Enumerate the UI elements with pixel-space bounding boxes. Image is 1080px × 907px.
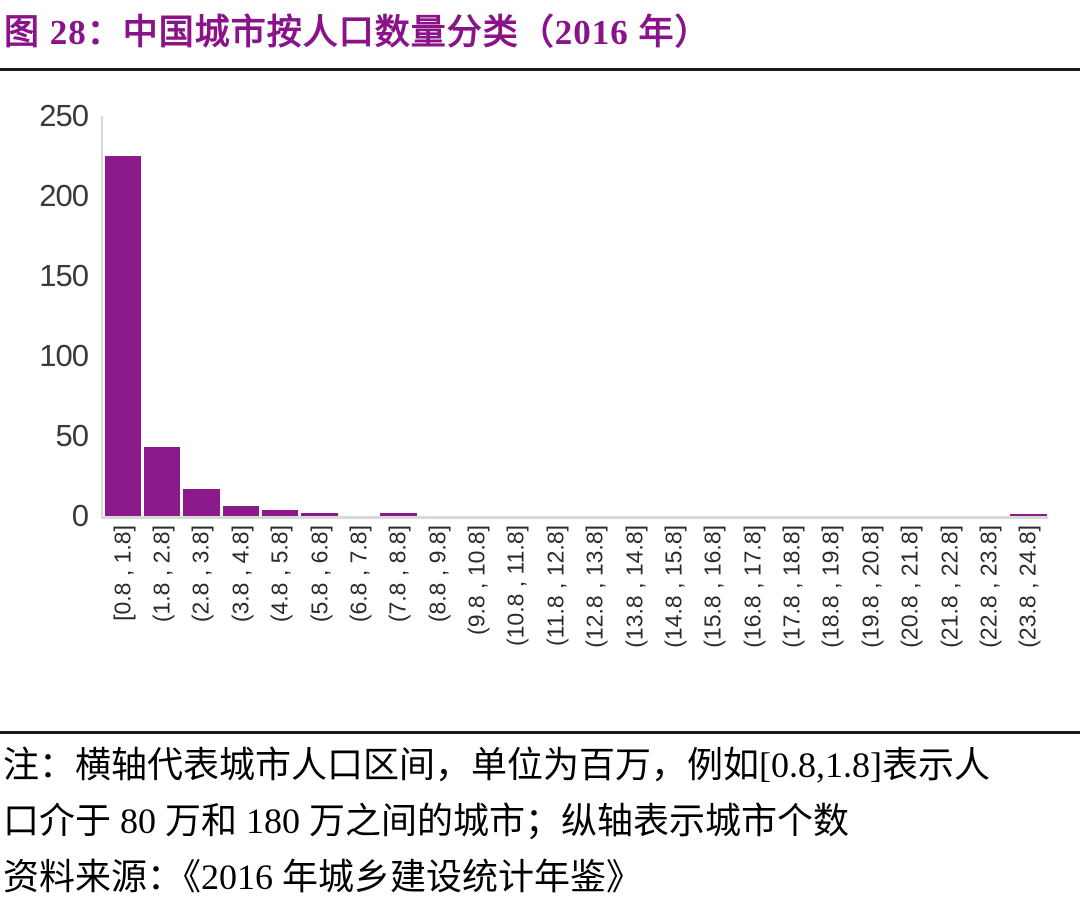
x-axis-tick-label: (4.8 , 5.8]: [266, 525, 293, 623]
x-axis-tick-label: (1.8 , 2.8]: [148, 525, 175, 623]
x-axis-tick-label: (6.8 , 7.8]: [345, 525, 372, 623]
x-axis-tick-label: (21.8 , 22.8]: [936, 525, 963, 648]
x-axis-tick-slot: (16.8 , 17.8]: [733, 523, 772, 728]
x-axis-tick-label: (12.8 , 13.8]: [581, 525, 608, 648]
note-line-2: 口介于 80 万和 180 万之间的城市；纵轴表示城市个数: [3, 801, 850, 841]
x-axis-tick-label: (2.8 , 3.8]: [187, 525, 214, 623]
bar: [301, 512, 338, 516]
x-axis-tick-slot: (23.8 , 24.8]: [1009, 523, 1048, 728]
x-axis-tick-slot: (14.8 , 15.8]: [654, 523, 693, 728]
x-axis-tick-label: (18.8 , 19.8]: [817, 525, 844, 648]
x-axis-tick-slot: (1.8 , 2.8]: [142, 523, 181, 728]
x-axis-tick-slot: (22.8 , 23.8]: [969, 523, 1008, 728]
x-axis-tick-slot: (17.8 , 18.8]: [772, 523, 811, 728]
x-axis-tick-slot: (6.8 , 7.8]: [339, 523, 378, 728]
x-axis-tick-label: (14.8 , 15.8]: [660, 525, 687, 648]
y-axis-tick-label: 100: [39, 338, 89, 373]
title-separator-rule: [0, 68, 1080, 71]
x-axis-tick-slot: (9.8 , 10.8]: [457, 523, 496, 728]
x-axis-tick-label: (11.8 , 12.8]: [542, 525, 569, 647]
y-axis-tick-label: 250: [39, 98, 89, 133]
x-axis-tick-label: (13.8 , 14.8]: [621, 525, 648, 648]
x-axis-tick-label: (16.8 , 17.8]: [739, 525, 766, 648]
x-axis-tick-slot: (10.8 , 11.8]: [497, 523, 536, 728]
x-axis-tick-slot: (3.8 , 4.8]: [221, 523, 260, 728]
bar: [104, 156, 141, 516]
bar: [1010, 514, 1047, 516]
source-line: 资料来源：《2016 年城乡建设统计年鉴》: [3, 857, 643, 897]
x-axis-tick-label: (9.8 , 10.8]: [463, 525, 490, 635]
y-axis-tick-label: 0: [71, 498, 89, 533]
x-axis-tick-label: (19.8 , 20.8]: [857, 525, 884, 648]
x-axis-tick-label: (15.8 , 16.8]: [699, 525, 726, 648]
x-axis-tick-slot: (21.8 , 22.8]: [930, 523, 969, 728]
note-line-1: 注：横轴代表城市人口区间，单位为百万，例如[0.8,1.8]表示人: [3, 745, 990, 785]
x-axis-tick-label: (8.8 , 9.8]: [424, 525, 451, 623]
x-axis-tick-label: (22.8 , 23.8]: [975, 525, 1002, 648]
note-separator-rule: [0, 731, 1080, 734]
bar: [183, 488, 220, 516]
x-axis-tick-label: (20.8 , 21.8]: [896, 525, 923, 648]
x-axis-tick-slot: [0.8 , 1.8]: [103, 523, 142, 728]
figure-note: 注：横轴代表城市人口区间，单位为百万，例如[0.8,1.8]表示人 口介于 80…: [3, 737, 1075, 905]
plot-area: [101, 116, 1048, 519]
bar-chart: 0 50 100 150 200 250 [0.8 , 1.8] (1.8 , 2.8] (2…: [0, 95, 1080, 727]
x-axis-tick-slot: (8.8 , 9.8]: [418, 523, 457, 728]
x-axis-tick-slot: (20.8 , 21.8]: [891, 523, 930, 728]
figure-title: 图 28：中国城市按人口数量分类（2016 年）: [4, 13, 711, 52]
x-axis-tick-label: (17.8 , 18.8]: [778, 525, 805, 648]
x-axis-tick-label: (10.8 , 11.8]: [502, 525, 529, 647]
x-axis-tick-label: (23.8 , 24.8]: [1014, 525, 1041, 648]
bar: [222, 506, 259, 516]
bar: [262, 509, 299, 516]
x-axis-tick-slot: (4.8 , 5.8]: [261, 523, 300, 728]
x-axis-tick-slot: (18.8 , 19.8]: [812, 523, 851, 728]
y-axis-tick-label: 150: [39, 258, 89, 293]
x-axis-tick-slot: (13.8 , 14.8]: [615, 523, 654, 728]
x-axis-tick-slot: (7.8 , 8.8]: [379, 523, 418, 728]
y-axis-tick-label: 200: [39, 178, 89, 213]
x-axis-tick-label: [0.8 , 1.8]: [109, 525, 136, 621]
x-axis-tick-slot: (15.8 , 16.8]: [694, 523, 733, 728]
y-axis-tick-label: 50: [55, 418, 89, 453]
x-axis-tick-label: (3.8 , 4.8]: [227, 525, 254, 623]
x-axis-tick-slot: (5.8 , 6.8]: [300, 523, 339, 728]
x-axis-tick-label: (7.8 , 8.8]: [384, 525, 411, 623]
x-axis-tick-slot: (12.8 , 13.8]: [576, 523, 615, 728]
bar: [143, 447, 181, 516]
x-axis-tick-slot: (11.8 , 12.8]: [536, 523, 575, 728]
x-axis-tick-slot: (19.8 , 20.8]: [851, 523, 890, 728]
x-axis-tick-slot: (2.8 , 3.8]: [182, 523, 221, 728]
bar: [380, 512, 417, 516]
x-axis-tick-label: (5.8 , 6.8]: [306, 525, 333, 623]
